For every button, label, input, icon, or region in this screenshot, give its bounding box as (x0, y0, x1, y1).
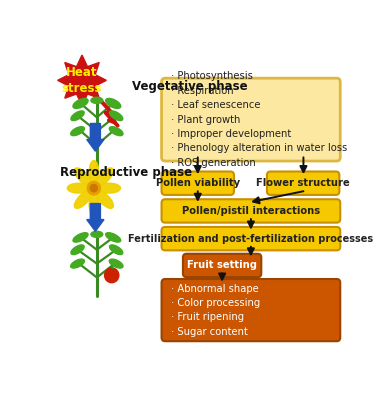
FancyBboxPatch shape (162, 279, 340, 341)
Ellipse shape (71, 127, 84, 136)
Ellipse shape (109, 127, 123, 136)
Circle shape (90, 184, 97, 192)
Ellipse shape (74, 190, 92, 208)
Ellipse shape (110, 245, 123, 254)
Ellipse shape (110, 111, 123, 121)
Circle shape (87, 181, 100, 195)
Text: Reproductive phase: Reproductive phase (60, 166, 192, 179)
Text: Heat
stress: Heat stress (62, 66, 102, 95)
Text: Fruit setting: Fruit setting (187, 260, 257, 270)
Ellipse shape (98, 183, 120, 193)
FancyBboxPatch shape (183, 254, 261, 277)
Ellipse shape (73, 98, 88, 108)
Text: · Abnormal shape
· Color processing
· Fruit ripening
· Sugar content: · Abnormal shape · Color processing · Fr… (171, 284, 260, 337)
Circle shape (105, 268, 119, 283)
FancyBboxPatch shape (162, 199, 340, 223)
FancyBboxPatch shape (162, 227, 340, 250)
Polygon shape (58, 55, 106, 106)
Ellipse shape (109, 259, 123, 268)
Ellipse shape (67, 183, 90, 193)
Text: Pollen viability: Pollen viability (156, 178, 240, 188)
Ellipse shape (96, 168, 113, 186)
FancyArrow shape (87, 204, 104, 231)
Text: · Photosynthesis
· Respiration
· Leaf senescence
· Plant growth
· Improper devel: · Photosynthesis · Respiration · Leaf se… (171, 72, 347, 168)
Ellipse shape (89, 160, 99, 184)
Ellipse shape (73, 233, 88, 242)
FancyBboxPatch shape (162, 172, 234, 195)
Ellipse shape (106, 233, 121, 242)
FancyBboxPatch shape (162, 78, 340, 161)
Text: Fertilization and post-fertilization processes: Fertilization and post-fertilization pro… (128, 234, 373, 244)
Ellipse shape (74, 168, 92, 186)
Text: Pollen/pistil interactions: Pollen/pistil interactions (182, 206, 320, 216)
Ellipse shape (96, 190, 113, 208)
Text: Flower structure: Flower structure (256, 178, 350, 188)
Ellipse shape (71, 259, 84, 268)
FancyArrow shape (87, 124, 104, 151)
Ellipse shape (106, 98, 121, 108)
Text: Vegetative phase: Vegetative phase (133, 80, 248, 93)
Ellipse shape (91, 97, 103, 104)
Ellipse shape (91, 231, 103, 238)
Ellipse shape (71, 245, 84, 254)
Ellipse shape (71, 111, 84, 121)
FancyBboxPatch shape (267, 172, 339, 195)
Ellipse shape (89, 193, 99, 216)
Circle shape (69, 66, 95, 94)
